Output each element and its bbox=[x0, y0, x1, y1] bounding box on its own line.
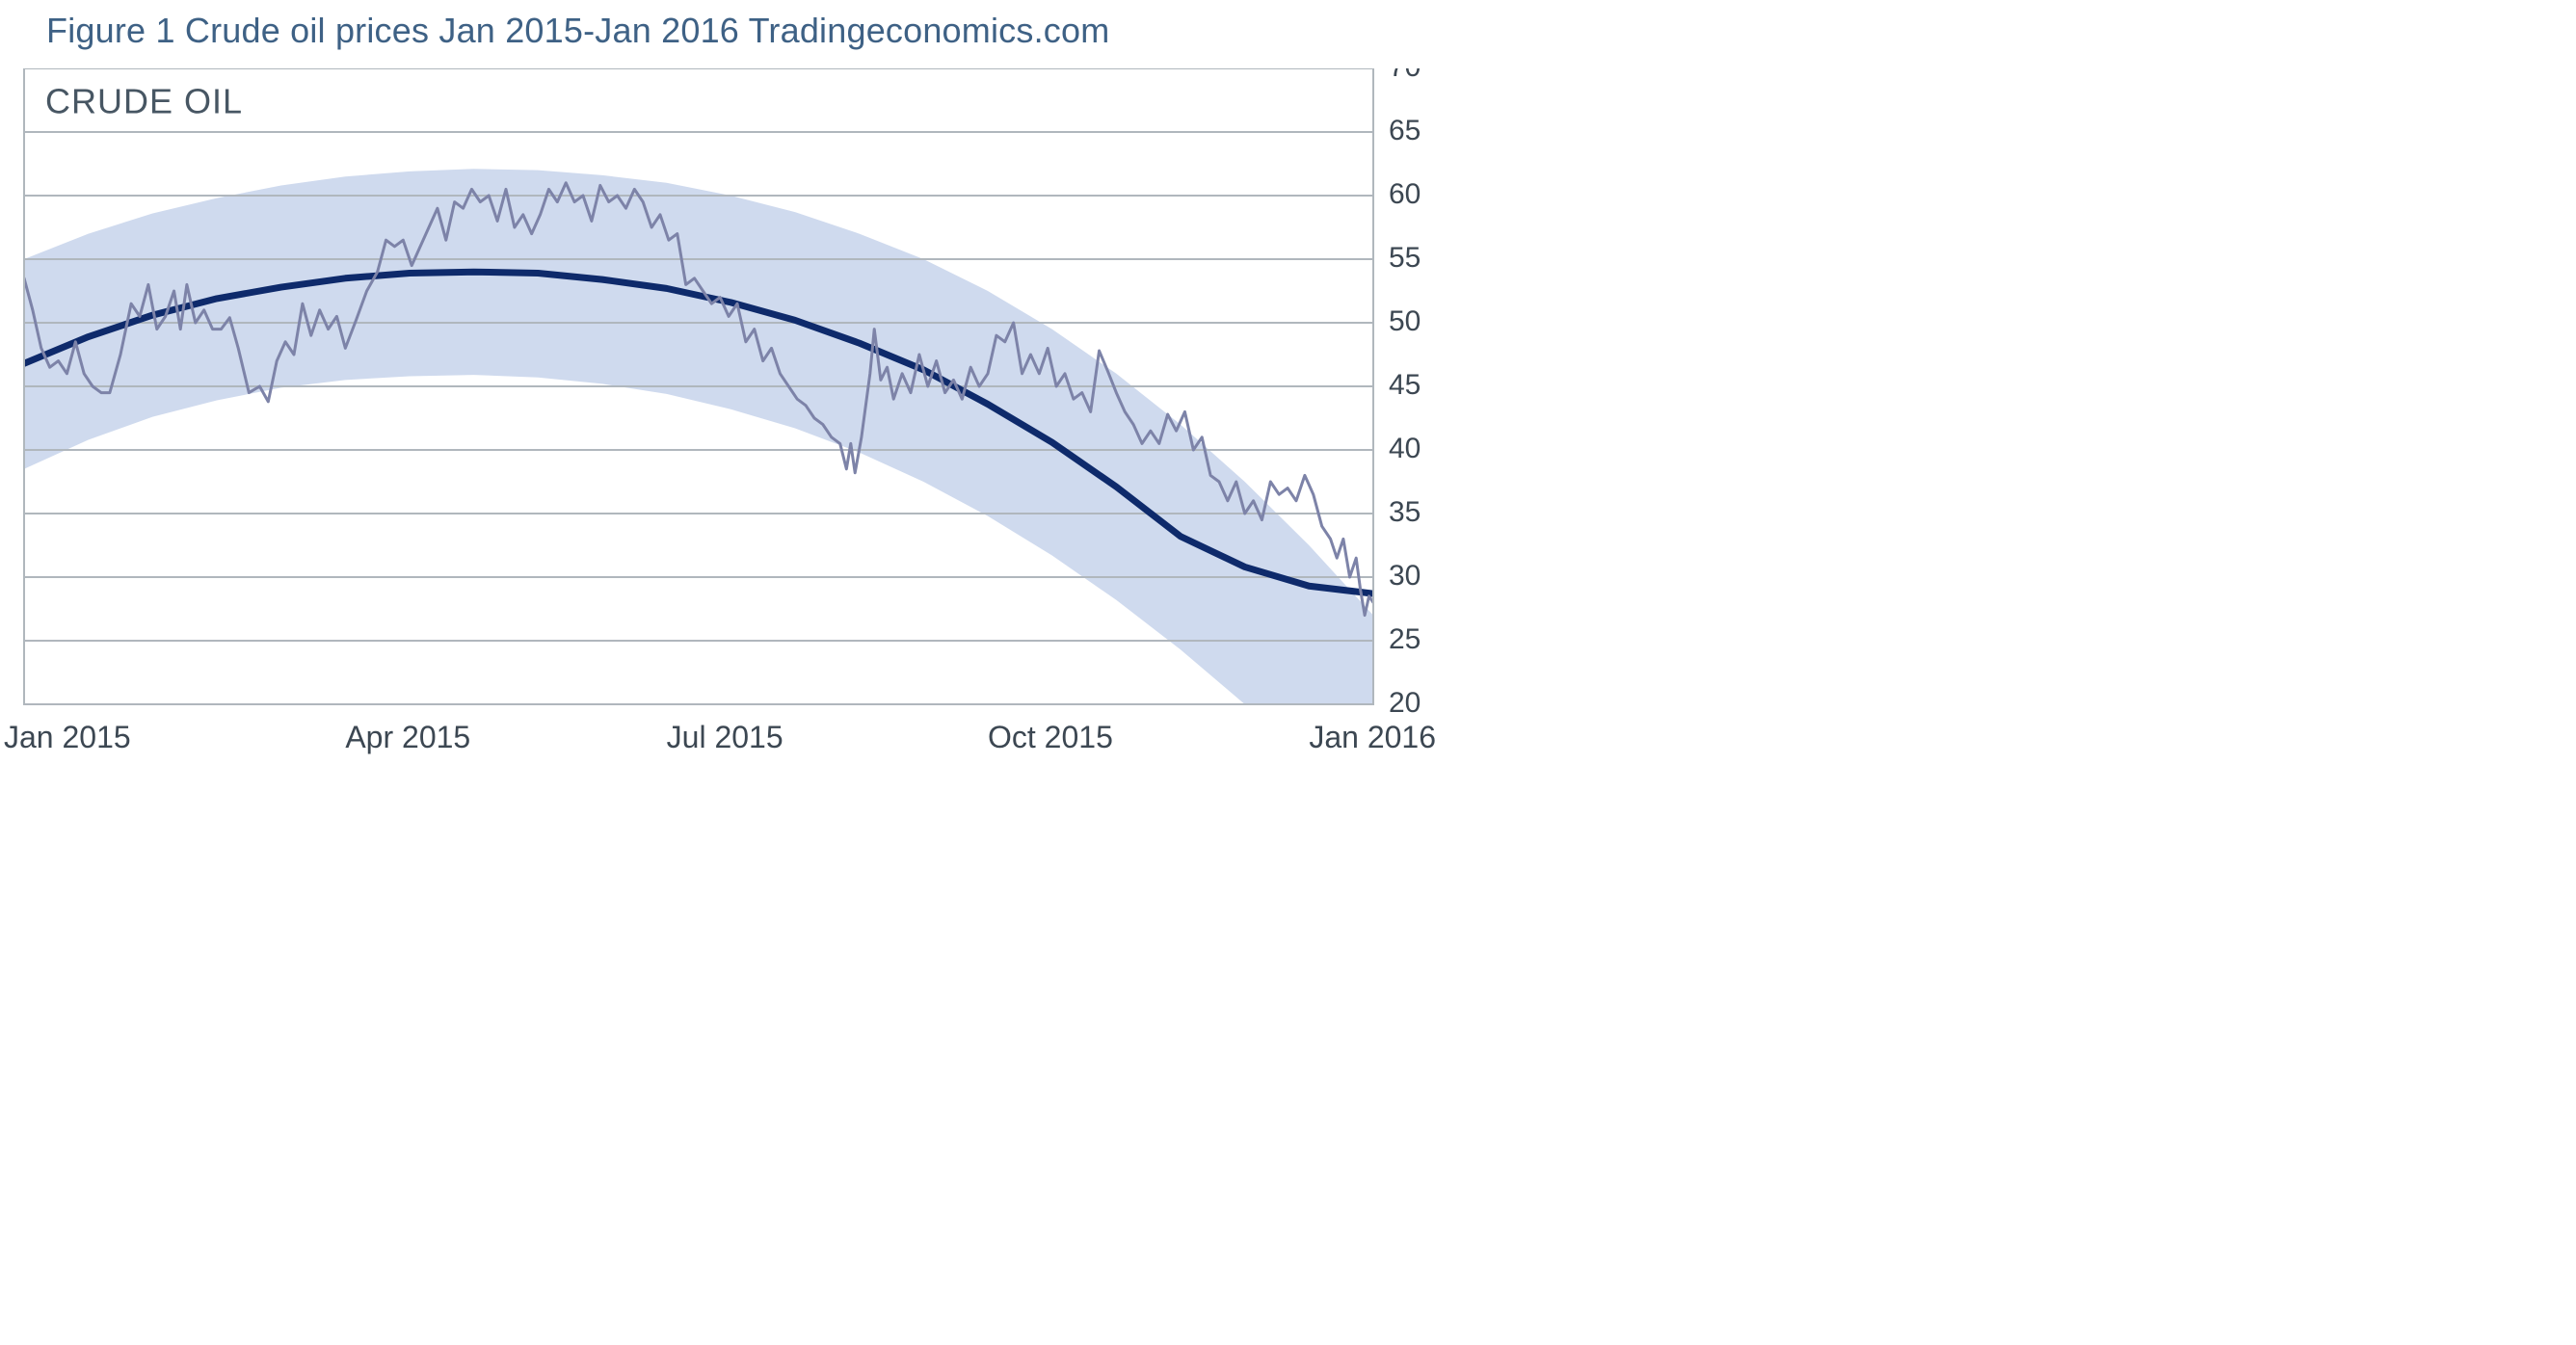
y-tick-label: 50 bbox=[1389, 305, 1421, 337]
y-tick-label: 55 bbox=[1389, 242, 1421, 274]
series-label: CRUDE OIL bbox=[45, 82, 243, 121]
y-tick-label: 35 bbox=[1389, 496, 1421, 528]
y-tick-label: 65 bbox=[1389, 115, 1421, 146]
y-tick-label: 60 bbox=[1389, 178, 1421, 210]
crude-oil-line-chart: CRUDE OIL 20 25 30 35 40 45 50 55 60 65 70 Jan 2015 A… bbox=[0, 68, 1470, 772]
y-tick-label: 20 bbox=[1389, 687, 1421, 719]
x-tick-label: Oct 2015 bbox=[988, 720, 1113, 754]
x-tick-label: Jan 2016 bbox=[1309, 720, 1436, 754]
y-tick-label: 45 bbox=[1389, 369, 1421, 401]
x-tick-label: Apr 2015 bbox=[345, 720, 470, 754]
figure-container: Figure 1 Crude oil prices Jan 2015-Jan 2… bbox=[0, 0, 1470, 772]
x-tick-label: Jul 2015 bbox=[667, 720, 783, 754]
y-tick-label: 40 bbox=[1389, 433, 1421, 464]
y-tick-label: 30 bbox=[1389, 560, 1421, 592]
y-tick-label: 25 bbox=[1389, 623, 1421, 655]
y-tick-label: 70 bbox=[1389, 68, 1421, 83]
x-tick-label: Jan 2015 bbox=[4, 720, 131, 754]
figure-title: Figure 1 Crude oil prices Jan 2015-Jan 2… bbox=[0, 10, 1470, 68]
